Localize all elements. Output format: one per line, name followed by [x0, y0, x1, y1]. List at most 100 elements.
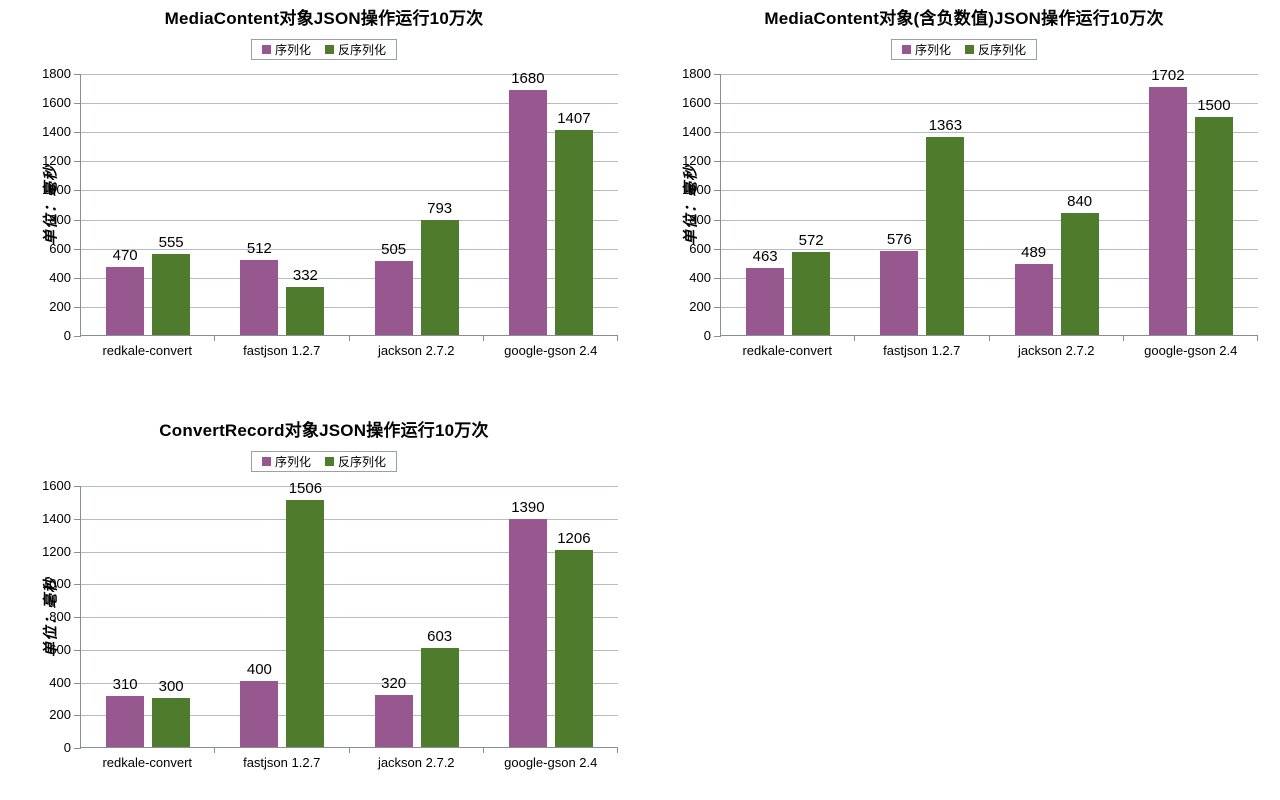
gridline	[721, 190, 1258, 192]
x-axis-category-label: jackson 2.7.2	[377, 343, 455, 358]
bar	[152, 698, 191, 747]
bar-group: 576 1363	[855, 74, 990, 341]
y-tick-mark	[74, 132, 81, 134]
bar-wrap: 489	[1014, 74, 1053, 335]
plot-column: 470 555 512 332 505 793 1680 1407 redkale-conve…	[74, 71, 619, 358]
y-tick-label: 1400	[42, 510, 71, 526]
bar-value-label: 1390	[511, 499, 545, 516]
gridline	[81, 551, 618, 553]
y-tick-label: 400	[49, 269, 71, 285]
gridline	[81, 161, 618, 163]
legend-label-deserialize: 反序列化	[338, 43, 387, 57]
y-tick-label: 600	[49, 240, 71, 256]
bar-value-label: 470	[112, 247, 138, 264]
legend-label-deserialize: 反序列化	[978, 43, 1027, 57]
x-axis-category-label: jackson 2.7.2	[1017, 343, 1095, 358]
legend-item-deserialize: 反序列化	[965, 41, 1026, 58]
y-tick-mark	[74, 190, 81, 192]
y-tick-mark	[74, 103, 81, 105]
y-tick-label: 1000	[42, 576, 71, 592]
bar-wrap: 793	[420, 74, 459, 335]
y-tick-label: 1000	[42, 182, 71, 198]
gridline	[81, 518, 618, 520]
y-tick-mark	[714, 161, 721, 163]
bar	[374, 261, 413, 335]
bar-value-label: 1206	[557, 530, 591, 547]
legend-swatch-serialize-icon	[261, 457, 271, 466]
bar-value-label: 1506	[288, 480, 323, 497]
y-axis-tick-labels: 0 200 400 600 800 1000 1200 1400 1600	[34, 479, 80, 755]
bar-value-label: 512	[246, 240, 272, 257]
y-tick-label: 0	[63, 740, 71, 755]
bar-group: 512 332	[215, 74, 350, 341]
bar-value-label: 1702	[1151, 67, 1185, 84]
legend-swatch-deserialize-icon	[325, 45, 334, 54]
bar	[880, 251, 919, 335]
y-tick-label: 1400	[42, 124, 71, 140]
bar-chart: ConvertRecord对象JSON操作运行10万次 序列化 反序列化 单位：…	[0, 412, 640, 800]
x-axis-labels: redkale-convert fastjson 1.2.7 jackson 2.7…	[80, 755, 618, 770]
y-tick-mark	[74, 486, 81, 487]
y-axis-tick-labels: 0 200 400 600 800 1000 1200 1400 1600 1800	[34, 67, 80, 343]
y-tick-label: 1800	[682, 66, 711, 81]
legend-label-serialize: 序列化	[274, 455, 311, 469]
plot-row: 单位：毫秒 0 200 400 600 800 1000 1200 1400 1600 1800 …	[8, 67, 640, 358]
bar-wrap: 505	[374, 74, 413, 335]
bar-group: 463 572	[721, 74, 856, 341]
plot-row: 单位：毫秒 0 200 400 600 800 1000 1200 1400 1600 310 3…	[8, 479, 640, 770]
x-axis-category-label: jackson 2.7.2	[377, 755, 455, 770]
y-tick-label: 1400	[682, 124, 711, 140]
y-tick-label: 200	[689, 298, 711, 314]
bar-value-label: 555	[158, 234, 184, 251]
bar-wrap: 463	[746, 74, 785, 335]
bar-value-label: 793	[427, 200, 453, 217]
bar-chart: MediaContent对象JSON操作运行10万次 序列化 反序列化 单位：毫…	[0, 0, 640, 412]
y-tick-mark	[714, 277, 721, 279]
bar-groups: 463 572 576 1363 489 840 1702 1500	[721, 68, 1259, 341]
y-tick-label: 600	[49, 641, 71, 657]
bar	[106, 267, 145, 335]
bar-value-label: 310	[112, 676, 138, 693]
y-tick-mark	[74, 682, 81, 684]
x-axis-category-label: redkale-convert	[742, 343, 833, 358]
gridline	[721, 219, 1258, 221]
y-tick-label: 800	[49, 211, 71, 227]
bar-value-label: 505	[381, 241, 407, 258]
legend-swatch-deserialize-icon	[965, 45, 974, 54]
bar-group: 1390 1206	[484, 486, 619, 753]
bar	[926, 137, 965, 335]
legend-swatch-deserialize-icon	[325, 457, 334, 466]
gridline	[721, 103, 1258, 105]
chart-title: MediaContent对象JSON操作运行10万次	[164, 9, 484, 28]
bar-wrap: 1702	[1148, 68, 1187, 335]
y-tick-mark	[74, 306, 81, 308]
y-tick-label: 1200	[42, 543, 71, 559]
y-tick-label: 0	[703, 328, 711, 343]
bar-group: 400 1506	[215, 481, 350, 753]
bar-wrap: 400	[240, 486, 279, 747]
bar	[374, 695, 413, 747]
legend-item-serialize: 序列化	[261, 41, 311, 58]
bar-wrap: 840	[1060, 74, 1099, 335]
y-tick-mark	[74, 248, 81, 250]
y-tick-label: 1600	[42, 478, 71, 493]
bar	[240, 260, 279, 335]
chart-title: ConvertRecord对象JSON操作运行10万次	[159, 421, 489, 440]
y-axis-title-wrap: 单位：毫秒	[8, 486, 60, 748]
bar	[1148, 87, 1187, 335]
x-axis-labels: redkale-convert fastjson 1.2.7 jackson 2.7…	[720, 343, 1258, 358]
x-axis-category-label: google-gson 2.4	[504, 755, 598, 770]
x-axis-category-label: redkale-convert	[102, 755, 193, 770]
y-tick-mark	[74, 551, 81, 553]
x-axis-category-label: redkale-convert	[102, 343, 193, 358]
y-tick-mark	[74, 161, 81, 163]
legend-item-serialize: 序列化	[901, 41, 951, 58]
gridline	[81, 682, 618, 684]
legend-swatch-serialize-icon	[261, 45, 271, 54]
bar-value-label: 300	[158, 678, 184, 695]
plot-column: 310 300 400 1506 320 603 1390 1206 redkale-conv…	[74, 481, 619, 770]
bar-wrap: 512	[240, 74, 279, 335]
bar-wrap: 1680	[508, 71, 547, 335]
bar-group: 310 300	[81, 486, 216, 753]
bar-group: 1680 1407	[484, 71, 619, 341]
